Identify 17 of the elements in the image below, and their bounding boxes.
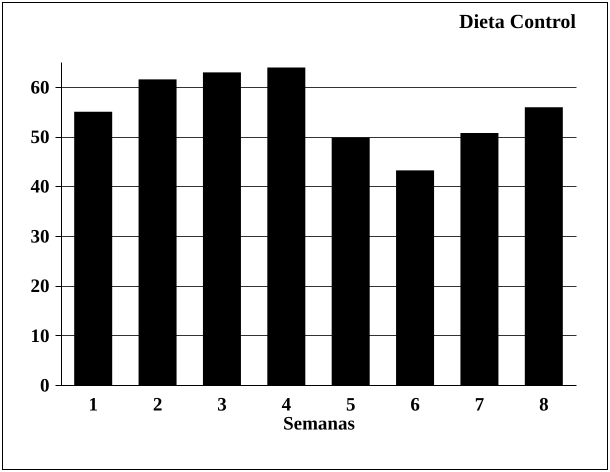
x-axis-title: Semanas [283,414,355,434]
x-tick-label: 7 [474,394,485,416]
x-tick-label: 4 [282,394,292,416]
y-tick-label: 0 [40,376,50,396]
x-tick-label: 5 [346,394,356,416]
x-tick-label: 6 [410,394,420,416]
y-tick-label: 20 [30,276,50,298]
y-tick-label: 30 [30,226,50,248]
x-tick-label: 2 [152,394,162,416]
chart-title: Dieta Control [459,11,576,33]
y-tick-label: 40 [30,176,50,198]
x-tick-label: 1 [88,394,98,416]
y-tick-label: 10 [30,326,50,347]
x-tick-label: 8 [539,394,549,416]
y-tick-label: 60 [30,77,50,98]
x-tick-label: 3 [217,394,227,416]
y-tick-label: 50 [30,127,50,148]
